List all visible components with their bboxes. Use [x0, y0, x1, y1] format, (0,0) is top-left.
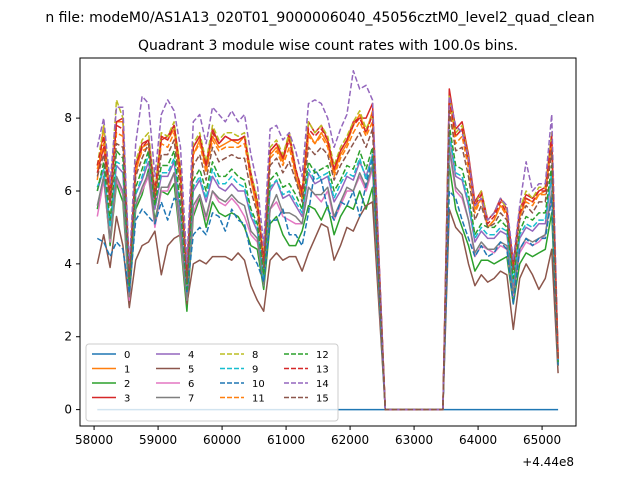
series-line-10 — [96, 157, 559, 411]
series-line-13 — [96, 99, 559, 411]
x-tick-label: 58000 — [75, 433, 113, 447]
series-line-5 — [96, 201, 559, 411]
legend-label-1: 1 — [124, 365, 130, 376]
x-axis: 58000 59000 60000 61000 62000 63000 64000 65000 — [75, 426, 561, 447]
x-tick-label: 64000 — [459, 433, 497, 447]
axes-frame — [79, 57, 577, 427]
legend-label-12: 12 — [316, 350, 329, 361]
legend-label-6: 6 — [188, 379, 194, 390]
legend-label-15: 15 — [316, 394, 329, 405]
page-title: n file: modeM0/AS1A13_020T01_9000006040_… — [45, 10, 594, 26]
y-tick-label: 6 — [64, 184, 72, 198]
legend-label-7: 7 — [188, 394, 194, 405]
legend-label-8: 8 — [252, 350, 258, 361]
legend-box — [85, 343, 339, 422]
series-line-7 — [96, 146, 559, 411]
x-tick-label: 62000 — [331, 433, 369, 447]
y-tick-label: 4 — [64, 257, 72, 271]
y-tick-label: 8 — [64, 111, 72, 125]
legend-label-11: 11 — [252, 394, 265, 405]
series-line-2 — [96, 164, 559, 411]
chart-title: Quadrant 3 module wise count rates with … — [138, 38, 518, 54]
x-tick-label: 59000 — [139, 433, 177, 447]
x-tick-label: 61000 — [267, 433, 305, 447]
y-tick-label: 0 — [64, 403, 72, 417]
y-tick-label: 2 — [64, 330, 72, 344]
x-tick-label: 65000 — [523, 433, 561, 447]
x-tick-label: 63000 — [395, 433, 433, 447]
legend-label-14: 14 — [316, 379, 329, 390]
legend-label-3: 3 — [124, 394, 130, 405]
legend-label-2: 2 — [124, 379, 130, 390]
series-line-9 — [96, 131, 559, 411]
legend-label-10: 10 — [252, 379, 265, 390]
legend-label-9: 9 — [252, 365, 258, 376]
x-offset-label: +4.44e8 — [522, 455, 574, 469]
plot-area — [96, 70, 559, 411]
series-line-4 — [96, 135, 559, 411]
series-line-15 — [96, 110, 559, 411]
legend-label-5: 5 — [188, 365, 194, 376]
x-tick-label: 60000 — [203, 433, 241, 447]
legend-label-13: 13 — [316, 365, 329, 376]
legend-label-4: 4 — [188, 350, 194, 361]
y-axis: 0 2 4 6 8 — [64, 111, 80, 417]
series-line-14 — [96, 70, 559, 411]
legend-label-0: 0 — [124, 350, 130, 361]
